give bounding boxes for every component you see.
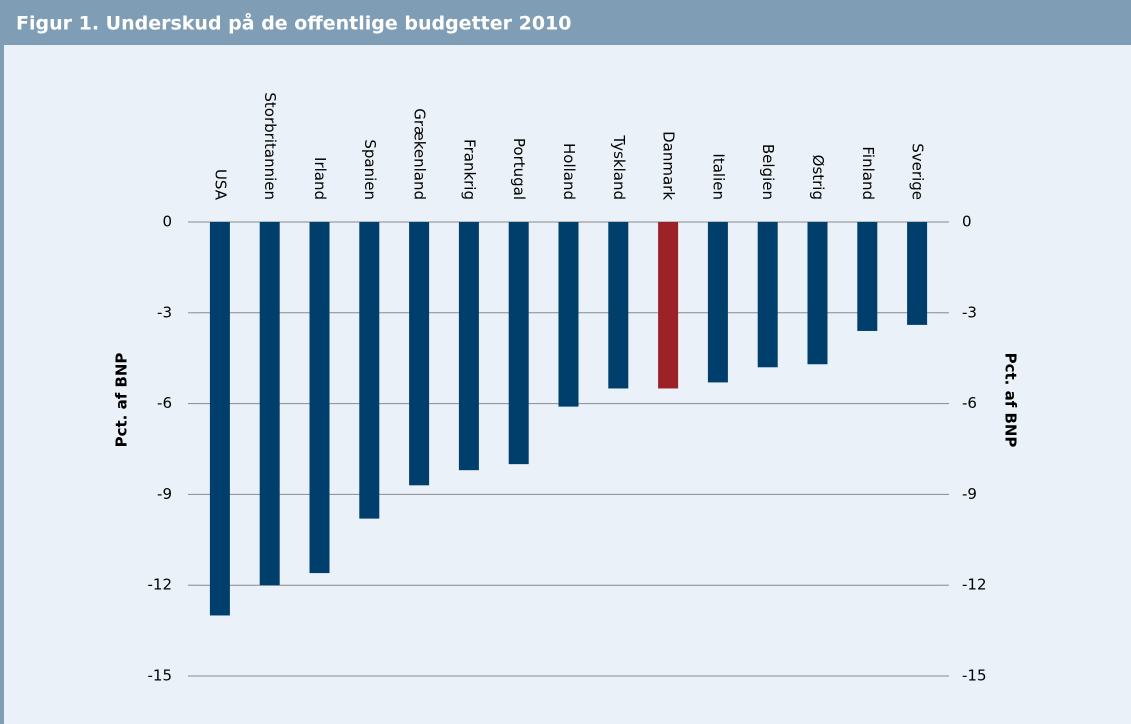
bar	[558, 222, 579, 407]
x-tick-label: USA	[211, 169, 229, 201]
y2-tick-label: -3	[962, 303, 977, 321]
bar	[807, 222, 828, 365]
bar	[209, 222, 230, 616]
x-tick-label: Østrig	[809, 155, 827, 200]
x-tick-label: Tyskland	[610, 134, 628, 200]
x-tick-label: Belgien	[759, 144, 777, 200]
y2-tick-label: -12	[962, 576, 987, 594]
y-tick-label: -9	[157, 485, 172, 503]
y-tick-label: -12	[148, 576, 173, 594]
y-tick-label: 0	[162, 213, 172, 231]
y2-axis-label: Pct. af BNP	[1002, 353, 1020, 448]
bar	[458, 222, 479, 471]
bar	[658, 222, 679, 389]
y2-tick-label: -15	[962, 667, 987, 685]
x-tick-label: Irland	[311, 157, 329, 200]
bar	[907, 222, 928, 325]
bar	[608, 222, 629, 389]
chart-title: Figur 1. Underskud på de offentlige budg…	[16, 11, 572, 35]
x-tick-label: Grækenland	[411, 108, 429, 200]
x-tick-label: Storbritannien	[261, 92, 279, 200]
x-tick-label: Italien	[709, 153, 727, 200]
x-tick-label: Spanien	[361, 139, 379, 200]
x-tick-label: Holland	[560, 143, 578, 200]
header-bar	[0, 0, 1131, 45]
x-tick-label: Frankrig	[460, 139, 478, 200]
y-tick-label: -6	[157, 394, 172, 412]
bar	[359, 222, 380, 519]
bar	[259, 222, 280, 586]
bar	[757, 222, 778, 368]
x-tick-label: Portugal	[510, 138, 528, 200]
left-border	[0, 45, 4, 724]
y2-tick-label: 0	[962, 213, 972, 231]
x-tick-label: Danmark	[660, 131, 678, 200]
bar	[409, 222, 430, 486]
y-axis-label: Pct. af BNP	[113, 353, 131, 448]
y-tick-label: -15	[148, 667, 173, 685]
bar	[508, 222, 529, 465]
x-tick-label: Sverige	[909, 143, 927, 200]
bar	[707, 222, 728, 383]
bar	[857, 222, 878, 331]
y2-tick-label: -6	[962, 394, 977, 412]
y-tick-label: -3	[157, 303, 172, 321]
x-tick-label: Finland	[859, 146, 877, 200]
y2-tick-label: -9	[962, 485, 977, 503]
bar	[309, 222, 330, 574]
